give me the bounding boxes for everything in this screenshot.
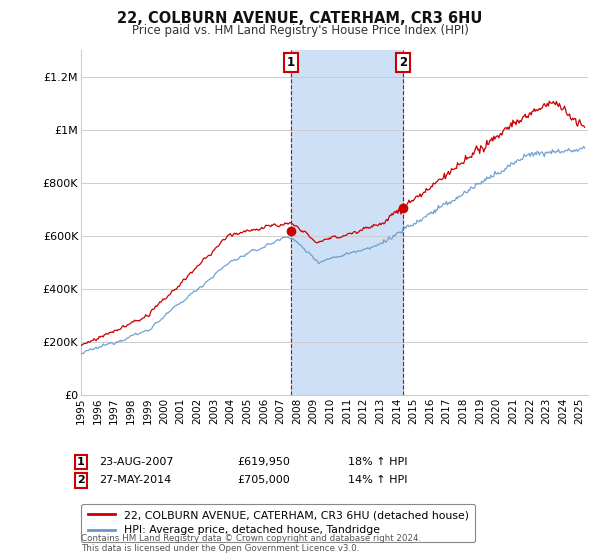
Bar bbox=[291, 50, 403, 395]
Text: 23-AUG-2007: 23-AUG-2007 bbox=[99, 457, 173, 467]
Text: 1: 1 bbox=[287, 55, 295, 68]
Text: 18% ↑ HPI: 18% ↑ HPI bbox=[348, 457, 407, 467]
Text: Contains HM Land Registry data © Crown copyright and database right 2024.
This d: Contains HM Land Registry data © Crown c… bbox=[81, 534, 421, 553]
Text: 2: 2 bbox=[400, 55, 407, 68]
Text: 1: 1 bbox=[77, 457, 85, 467]
Text: Price paid vs. HM Land Registry's House Price Index (HPI): Price paid vs. HM Land Registry's House … bbox=[131, 24, 469, 36]
Text: £705,000: £705,000 bbox=[237, 475, 290, 486]
Text: 27-MAY-2014: 27-MAY-2014 bbox=[99, 475, 171, 486]
Legend: 22, COLBURN AVENUE, CATERHAM, CR3 6HU (detached house), HPI: Average price, deta: 22, COLBURN AVENUE, CATERHAM, CR3 6HU (d… bbox=[82, 503, 475, 542]
Text: £619,950: £619,950 bbox=[237, 457, 290, 467]
Text: 2: 2 bbox=[77, 475, 85, 486]
Text: 14% ↑ HPI: 14% ↑ HPI bbox=[348, 475, 407, 486]
Text: 22, COLBURN AVENUE, CATERHAM, CR3 6HU: 22, COLBURN AVENUE, CATERHAM, CR3 6HU bbox=[118, 11, 482, 26]
